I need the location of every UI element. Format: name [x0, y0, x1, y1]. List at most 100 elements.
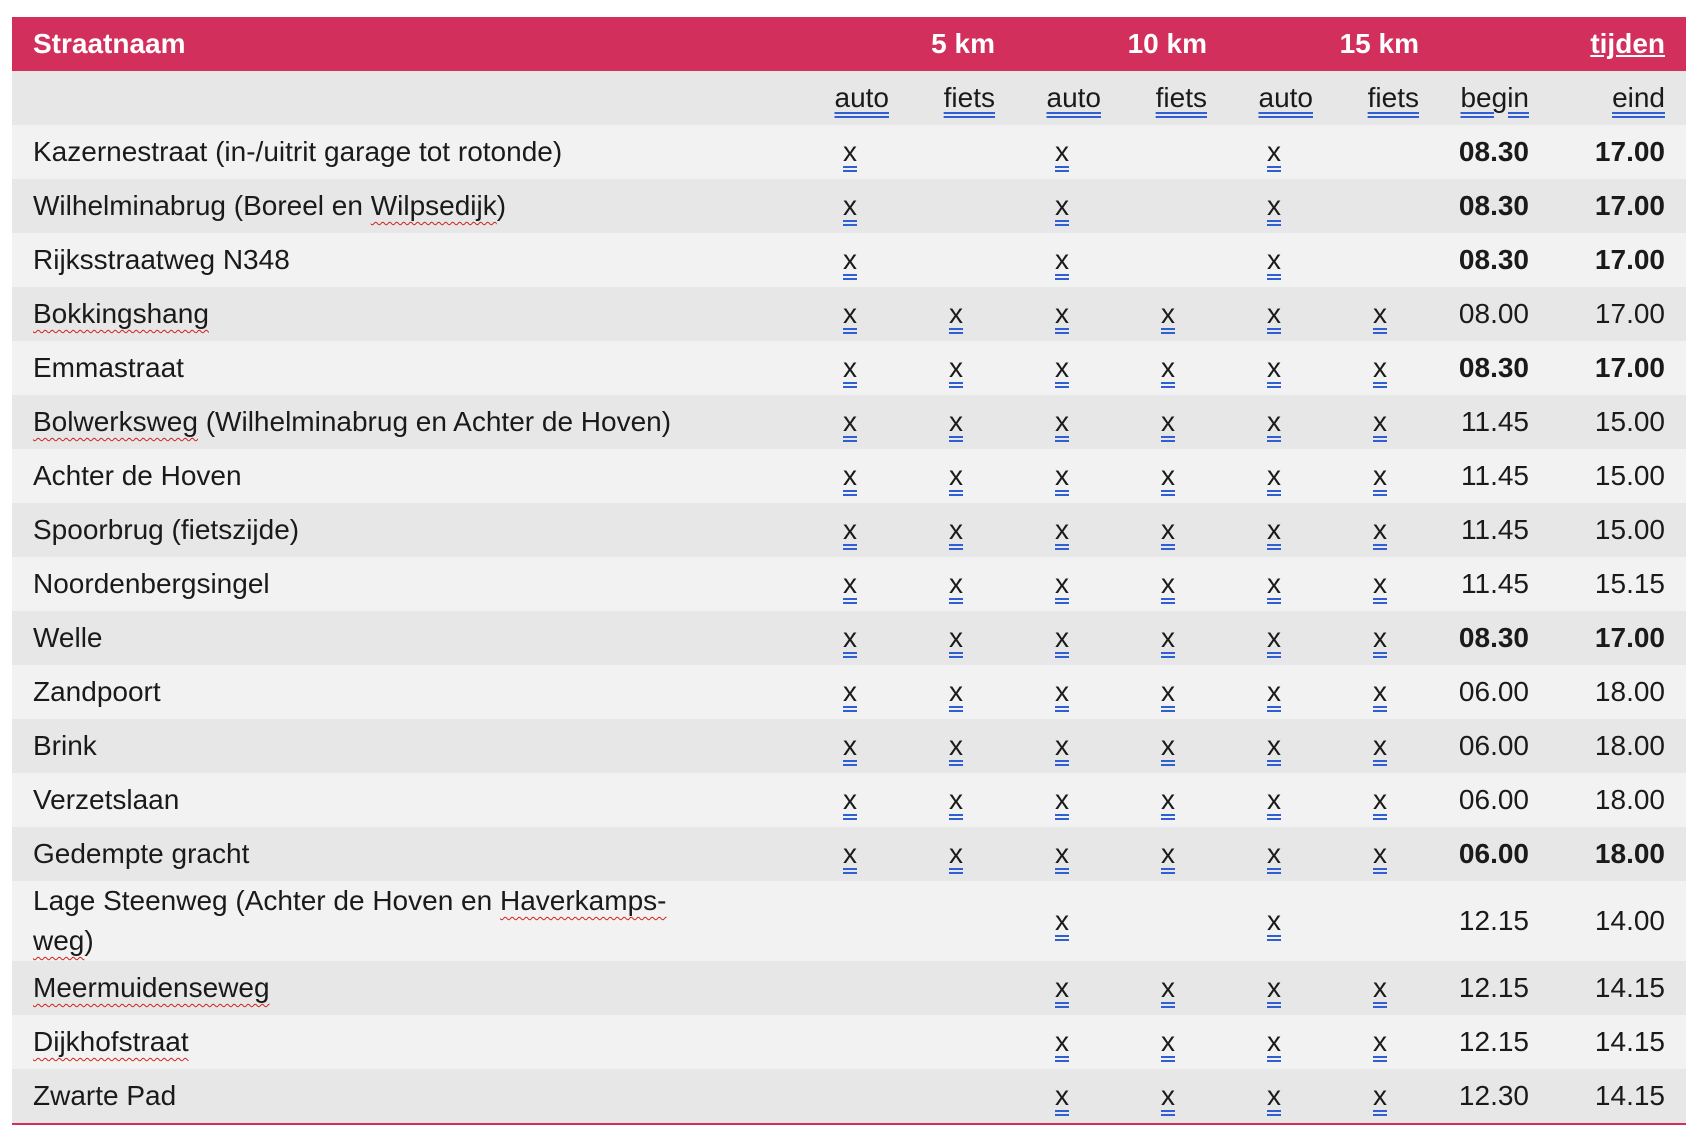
mark-cell: x — [903, 514, 1009, 546]
mark-cell: x — [1009, 352, 1115, 384]
x-mark: x — [1267, 972, 1281, 1003]
x-mark: x — [1373, 838, 1387, 869]
begin-time: 08.30 — [1458, 136, 1529, 167]
mark-cell: x — [903, 838, 1009, 870]
mark-cell: x — [1221, 352, 1327, 384]
street-name: Brink — [12, 726, 797, 766]
mark-cell: x — [797, 730, 903, 762]
x-mark: x — [1161, 352, 1175, 383]
x-mark: x — [1373, 568, 1387, 599]
mark-cell: x — [1115, 1080, 1221, 1112]
begin-time: 06.00 — [1458, 838, 1529, 869]
subheader-5km-auto: auto — [834, 82, 890, 113]
street-name-part: Rijksstraatweg N348 — [33, 244, 290, 275]
x-mark: x — [843, 730, 857, 761]
mark-cell: x — [1009, 838, 1115, 870]
begin-time: 11.45 — [1461, 514, 1529, 545]
street-name-part: Verzetslaan — [33, 784, 180, 815]
table-row: Bolwerksweg (Wilhelminabrug en Achter de… — [12, 395, 1686, 449]
mark-cell: x — [1327, 972, 1433, 1004]
end-time: 15.00 — [1594, 514, 1665, 545]
x-mark: x — [949, 784, 963, 815]
street-name: Wilhelminabrug (Boreel en Wilpsedijk) — [12, 186, 797, 226]
x-mark: x — [949, 514, 963, 545]
misspelled-word: Haverkamps- — [499, 885, 667, 916]
table-row: Brink x x x x x x 06.00 18.00 — [12, 719, 1686, 773]
mark-cell: x — [797, 190, 903, 222]
x-mark: x — [1267, 676, 1281, 707]
mark-cell: x — [797, 784, 903, 816]
street-name-part: Spoorbrug (fietszijde) — [33, 514, 300, 545]
mark-cell: x — [1327, 406, 1433, 438]
x-mark: x — [1161, 838, 1175, 869]
street-name-part: Wilhelminabrug (Boreel en — [33, 190, 371, 221]
begin-time: 12.15 — [1458, 972, 1529, 1003]
x-mark: x — [1373, 460, 1387, 491]
x-mark: x — [1267, 1080, 1281, 1111]
street-name-part: (Wilhelminabrug en Achter de Hoven) — [197, 406, 672, 437]
table-row: Noordenbergsingel x x x x x x 11.45 15.15 — [12, 557, 1686, 611]
mark-cell: x — [1221, 460, 1327, 492]
street-name: Achter de Hoven — [12, 456, 797, 496]
mark-cell: x — [903, 730, 1009, 762]
mark-cell: x — [903, 784, 1009, 816]
x-mark: x — [1161, 460, 1175, 491]
table-body: Kazernestraat (in-/uitrit garage tot rot… — [12, 125, 1686, 1123]
header-straatnaam: Straatnaam — [33, 28, 186, 59]
table-header-row: Straatnaam 5 km 10 km 15 km tijden — [12, 17, 1686, 71]
x-mark: x — [1055, 460, 1069, 491]
x-mark: x — [1373, 1080, 1387, 1111]
street-name: Meermuidenseweg — [12, 968, 797, 1008]
street-name-part: Zwarte Pad — [33, 1080, 177, 1111]
misspelled-word: Dijkhofstraat — [33, 1026, 189, 1057]
mark-cell: x — [1115, 784, 1221, 816]
x-mark: x — [1267, 730, 1281, 761]
street-name-part: Lage Steenweg (Achter de Hoven en — [33, 885, 500, 916]
x-mark: x — [1055, 838, 1069, 869]
subheader-5km-fiets: fiets — [943, 82, 995, 113]
mark-cell: x — [1115, 298, 1221, 330]
street-name-part: Noordenbergsingel — [33, 568, 270, 599]
street-name: Dijkhofstraat — [12, 1022, 797, 1062]
x-mark: x — [843, 298, 857, 329]
mark-cell: x — [1115, 568, 1221, 600]
x-mark: x — [949, 622, 963, 653]
mark-cell: x — [1009, 784, 1115, 816]
mark-cell: x — [797, 406, 903, 438]
end-time: 17.00 — [1594, 190, 1665, 221]
x-mark: x — [1055, 622, 1069, 653]
subheader-15km-auto: auto — [1258, 82, 1314, 113]
mark-cell: x — [903, 406, 1009, 438]
x-mark: x — [1267, 298, 1281, 329]
mark-cell: x — [1221, 1080, 1327, 1112]
mark-cell: x — [1115, 972, 1221, 1004]
x-mark: x — [1055, 352, 1069, 383]
x-mark: x — [1161, 784, 1175, 815]
mark-cell: x — [1221, 244, 1327, 276]
street-name: Gedempte gracht — [12, 834, 797, 874]
end-time: 15.00 — [1594, 406, 1665, 437]
street-name: Welle — [12, 618, 797, 658]
mark-cell: x — [797, 136, 903, 168]
x-mark: x — [1373, 676, 1387, 707]
end-time: 14.00 — [1594, 905, 1665, 936]
mark-cell: x — [1221, 622, 1327, 654]
mark-cell: x — [903, 622, 1009, 654]
table-row: Lage Steenweg (Achter de Hoven en Haverk… — [12, 881, 1686, 961]
mark-cell: x — [1327, 730, 1433, 762]
x-mark: x — [1373, 784, 1387, 815]
x-mark: x — [1267, 838, 1281, 869]
mark-cell: x — [1115, 460, 1221, 492]
mark-cell: x — [797, 460, 903, 492]
street-name: Emmastraat — [12, 348, 797, 388]
mark-cell: x — [1327, 784, 1433, 816]
mark-cell: x — [797, 838, 903, 870]
table-row: Meermuidenseweg x x x x 12.15 14.15 — [12, 961, 1686, 1015]
end-time: 17.00 — [1594, 298, 1665, 329]
mark-cell: x — [1009, 460, 1115, 492]
x-mark: x — [1267, 784, 1281, 815]
mark-cell: x — [903, 676, 1009, 708]
street-name: Rijksstraatweg N348 — [12, 240, 797, 280]
table-row: Achter de Hoven x x x x x x 11.45 15.00 — [12, 449, 1686, 503]
x-mark: x — [843, 136, 857, 167]
